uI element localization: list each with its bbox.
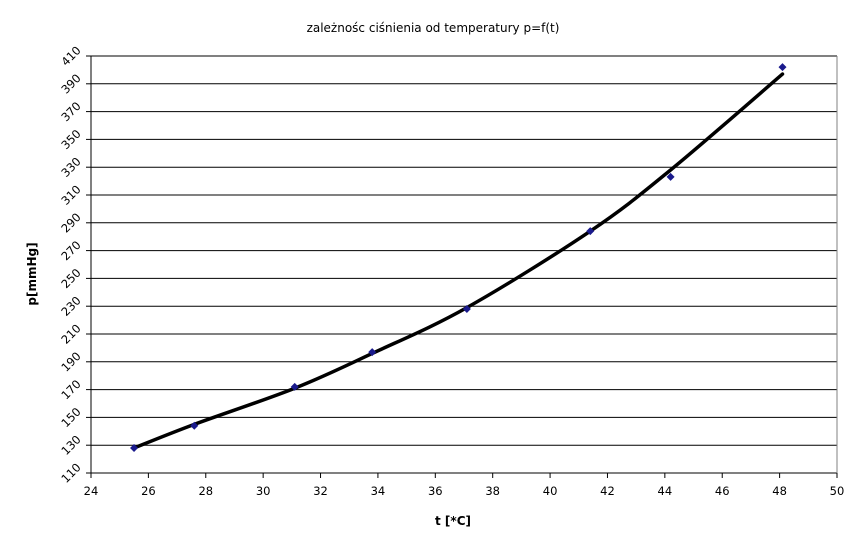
y-tick-label: 410	[58, 43, 83, 68]
x-tick-label: 28	[198, 484, 213, 498]
x-tick-label: 48	[772, 484, 787, 498]
x-tick-label: 32	[313, 484, 328, 498]
y-tick-label: 350	[58, 127, 83, 152]
y-tick-label: 290	[58, 210, 83, 235]
y-tick-label: 230	[58, 293, 83, 318]
y-tick-label: 110	[58, 460, 83, 485]
data-point	[778, 63, 787, 72]
x-tick-label: 38	[485, 484, 500, 498]
x-tick-label: 40	[543, 484, 558, 498]
y-tick-label: 390	[58, 71, 83, 96]
data-point	[130, 443, 139, 452]
x-tick-label: 46	[715, 484, 730, 498]
x-tick-label: 50	[830, 484, 845, 498]
x-tick-label: 26	[141, 484, 156, 498]
x-tick-label: 42	[600, 484, 615, 498]
data-point	[462, 304, 471, 313]
x-tick-label: 36	[428, 484, 443, 498]
y-tick-label: 150	[58, 405, 83, 430]
gridlines	[91, 55, 837, 474]
y-tick-label: 270	[58, 238, 83, 263]
y-tick-label: 130	[58, 432, 83, 457]
y-tick-label: 310	[58, 182, 83, 207]
trendline	[132, 72, 785, 450]
y-axis-title: p[mmHg]	[25, 242, 39, 305]
data-point	[290, 382, 299, 391]
x-tick-label: 24	[84, 484, 99, 498]
x-tick-label: 30	[256, 484, 271, 498]
data-point	[666, 172, 675, 181]
x-axis-title: t [*C]	[435, 514, 471, 528]
x-tick-label: 34	[371, 484, 386, 498]
y-tick-label: 330	[58, 154, 83, 179]
axes	[86, 55, 838, 478]
x-tick-label: 44	[658, 484, 673, 498]
y-tick-label: 170	[58, 377, 83, 402]
data-series	[130, 63, 787, 452]
data-point	[190, 421, 199, 430]
y-tick-label: 190	[58, 349, 83, 374]
data-point	[586, 227, 595, 236]
y-tick-label: 250	[58, 266, 83, 291]
data-point	[368, 348, 377, 357]
chart-title: zależnośc ciśnienia od temperatury p=f(t…	[307, 21, 560, 35]
y-tick-label: 210	[58, 321, 83, 346]
y-tick-label: 370	[58, 99, 83, 124]
